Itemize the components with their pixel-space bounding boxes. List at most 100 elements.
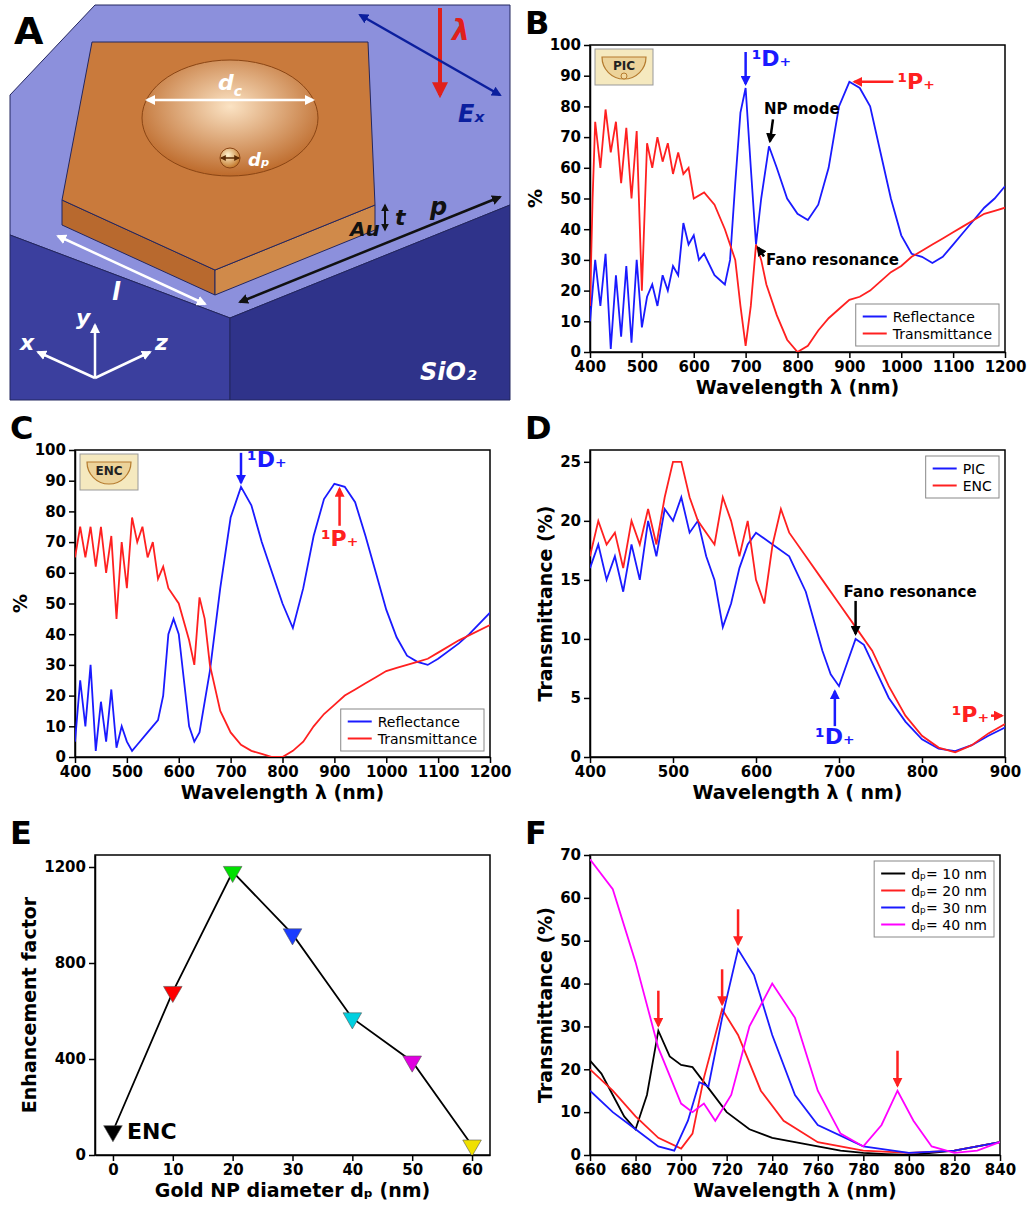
point-marker	[104, 1126, 123, 1142]
tick: 20	[560, 1061, 590, 1079]
point-marker	[463, 1140, 482, 1155]
tick-mark	[89, 867, 95, 869]
label-text: y	[76, 305, 92, 330]
tick-mark	[584, 198, 590, 200]
tick-label: 60	[45, 564, 66, 582]
tick-mark	[584, 75, 590, 77]
tick-mark	[584, 106, 590, 108]
legend-label: PIC	[963, 461, 986, 477]
tick-label: 50	[45, 595, 66, 613]
tick-label: 20	[560, 1061, 581, 1079]
plot-area	[590, 859, 1000, 1155]
panel-letter: A	[14, 9, 44, 53]
tick-label: 1200	[470, 763, 512, 781]
tick-label: 800	[782, 358, 813, 376]
annotation: ¹D₊	[815, 724, 855, 749]
tick-label: 1000	[881, 358, 923, 376]
tick: 1000	[881, 352, 923, 376]
y-axis-title: Transmittance (%)	[534, 907, 556, 1103]
legend-box	[856, 304, 999, 346]
tick-label: 820	[939, 1161, 970, 1179]
tick: 20	[223, 1155, 244, 1179]
arrow	[221, 157, 239, 159]
peak-arrow	[896, 1051, 899, 1086]
tick: 30	[283, 1155, 304, 1179]
arrow	[147, 99, 313, 102]
tick-mark	[584, 260, 590, 262]
tick: 0	[571, 343, 590, 361]
tick-label: 1000	[366, 763, 408, 781]
tick: 20	[560, 512, 590, 530]
tick-label: 0	[571, 1146, 581, 1164]
y-axis-title: Enhancement factor	[18, 896, 40, 1113]
panel-letter: B	[525, 4, 549, 42]
tick-label: 50	[402, 1161, 423, 1179]
x-axis-title: Wavelength λ (nm)	[693, 1179, 896, 1201]
tick-label: 50	[560, 932, 581, 950]
tick-label: 0	[56, 748, 66, 766]
tick-label: 900	[990, 763, 1021, 781]
series-line	[590, 859, 1000, 1153]
tick: 20	[560, 282, 590, 300]
legend-box	[874, 861, 994, 937]
tick-mark	[69, 480, 75, 482]
x-axis: 400500600700800900100011001200	[575, 352, 1027, 376]
tick: 600	[164, 757, 195, 781]
tick-mark	[584, 983, 590, 985]
y-axis-title: Transmittance (%)	[534, 506, 556, 702]
tick-mark	[584, 1155, 590, 1157]
tick: 70	[45, 533, 75, 551]
tick-label: 10	[163, 1161, 184, 1179]
tick-label: 840	[985, 1161, 1016, 1179]
tick-mark	[584, 137, 590, 139]
tick: 500	[112, 757, 143, 781]
tick: 400	[55, 1050, 95, 1068]
tick-label: 60	[560, 159, 581, 177]
legend: ReflectanceTransmittance	[856, 304, 999, 346]
tick: 600	[741, 757, 772, 781]
tick-label: 700	[730, 358, 761, 376]
tick-mark	[584, 757, 590, 759]
tick-label: 1100	[418, 763, 460, 781]
legend-label: Reflectance	[378, 714, 460, 730]
tick: 780	[848, 1155, 879, 1179]
tick: 50	[560, 190, 590, 208]
x-axis: 0102030405060	[96, 1155, 491, 1179]
tick-mark	[69, 726, 75, 728]
tick-label: 700	[215, 763, 246, 781]
arrow	[240, 453, 243, 483]
legend-label: Transmittance	[377, 731, 477, 747]
tick-label: 720	[712, 1161, 743, 1179]
tick: 600	[679, 352, 710, 376]
tick: 1200	[985, 352, 1027, 376]
chart-panel: 4005006007008009001000110012000102030405…	[9, 409, 512, 803]
legend-box	[926, 456, 999, 498]
tick: 840	[985, 1155, 1016, 1179]
tick-label: 100	[550, 36, 581, 54]
tick-mark	[584, 698, 590, 700]
tick: 1100	[418, 757, 460, 781]
x-axis-title: Wavelength λ ( nm)	[692, 781, 902, 803]
inset-particle	[621, 73, 627, 79]
arrow	[240, 197, 500, 302]
peak-arrow	[721, 969, 724, 1004]
point-marker	[343, 1013, 362, 1029]
tick-label: 30	[45, 656, 66, 674]
label-text: d	[218, 70, 234, 95]
plot-area	[104, 866, 482, 1155]
y-axis: 04008001200	[44, 856, 95, 1165]
legend-label: dₚ= 20 nm	[911, 883, 987, 899]
tick-mark	[584, 1112, 590, 1114]
panel-letter: E	[10, 814, 32, 852]
y-axis-line	[590, 451, 592, 758]
tick-label: 600	[741, 763, 772, 781]
tick-label: 800	[55, 954, 86, 972]
series-line	[590, 497, 1005, 751]
tick-label: 25	[560, 453, 581, 471]
annotation: ¹P₊	[897, 69, 934, 94]
gold-top	[62, 42, 375, 270]
tick: 0	[56, 748, 75, 766]
x-axis: 660680700720740760780800820840	[575, 1155, 1016, 1179]
arrow	[38, 352, 95, 378]
annotation: ¹D₊	[247, 447, 287, 472]
